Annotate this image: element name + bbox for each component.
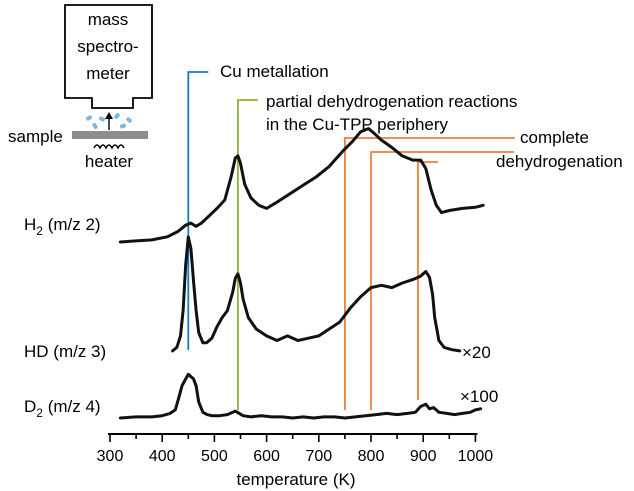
series-label-h: H2 (m/z 2): [24, 215, 101, 238]
instrument-label-line-2: spectro-: [77, 37, 138, 56]
partial-dehydrogenation-label-line-2: in the Cu-TPP periphery: [266, 115, 449, 134]
x-tick-label: 700: [305, 448, 332, 465]
x-tick-label: 900: [410, 448, 437, 465]
cu-metallation-label: Cu metallation: [220, 62, 329, 81]
complete-dehydrogenation-marker-line-1: [343, 137, 515, 410]
heater-coil-icon: [93, 144, 125, 150]
x-tick-label: 600: [253, 448, 280, 465]
series-multiplier-hd: ×20: [462, 343, 491, 362]
x-tick-label: 400: [149, 448, 176, 465]
chart-traces: [118, 127, 485, 420]
partial-dehydrogenation-marker-line: [236, 99, 258, 410]
series-labels: H2 (m/z 2) HD (m/z 3) ×20 D2 (m/z 4) ×100: [24, 215, 498, 420]
heater-label: heater: [85, 152, 134, 171]
x-tick-label: 1000: [458, 448, 494, 465]
x-tick-label: 800: [358, 448, 385, 465]
sample-plate: [72, 131, 148, 139]
desorbing-molecules-icon: [85, 113, 132, 130]
desorption-arrow-icon: [105, 112, 113, 130]
complete-dehydrogenation-marker-line-2: [370, 151, 514, 410]
x-axis: 300 400 500 600 700 800 900 1000: [97, 433, 494, 465]
series-label-hd: HD (m/z 3): [24, 342, 106, 361]
series-line-hd: [171, 235, 462, 353]
x-tick-label: 500: [201, 448, 228, 465]
instrument-label-line-3: meter: [86, 64, 130, 83]
complete-dehydrogenation-marker-line-3: [417, 161, 438, 400]
series-line-d: [118, 372, 483, 420]
series-multiplier-d: ×100: [460, 387, 498, 406]
x-tick-label: 300: [97, 448, 124, 465]
annotations: Cu metallation partial dehydrogenation r…: [187, 62, 623, 410]
instrument-label-line-1: mass: [88, 10, 129, 29]
series-label-d: D2 (m/z 4): [24, 397, 101, 420]
series-line-h: [118, 127, 485, 244]
x-axis-label: temperature (K): [236, 470, 355, 489]
sample-label: sample: [8, 127, 63, 146]
complete-dehydrogenation-label-line-2: dehydrogenation: [496, 152, 623, 171]
mass-spectrometer-box: [64, 4, 153, 109]
partial-dehydrogenation-label-line-1: partial dehydrogenation reactions: [266, 92, 517, 111]
experiment-schematic: mass spectro- meter sample heater: [8, 4, 153, 171]
complete-dehydrogenation-label-line-1: complete: [520, 128, 589, 147]
cu-metallation-marker-line: [187, 71, 209, 350]
